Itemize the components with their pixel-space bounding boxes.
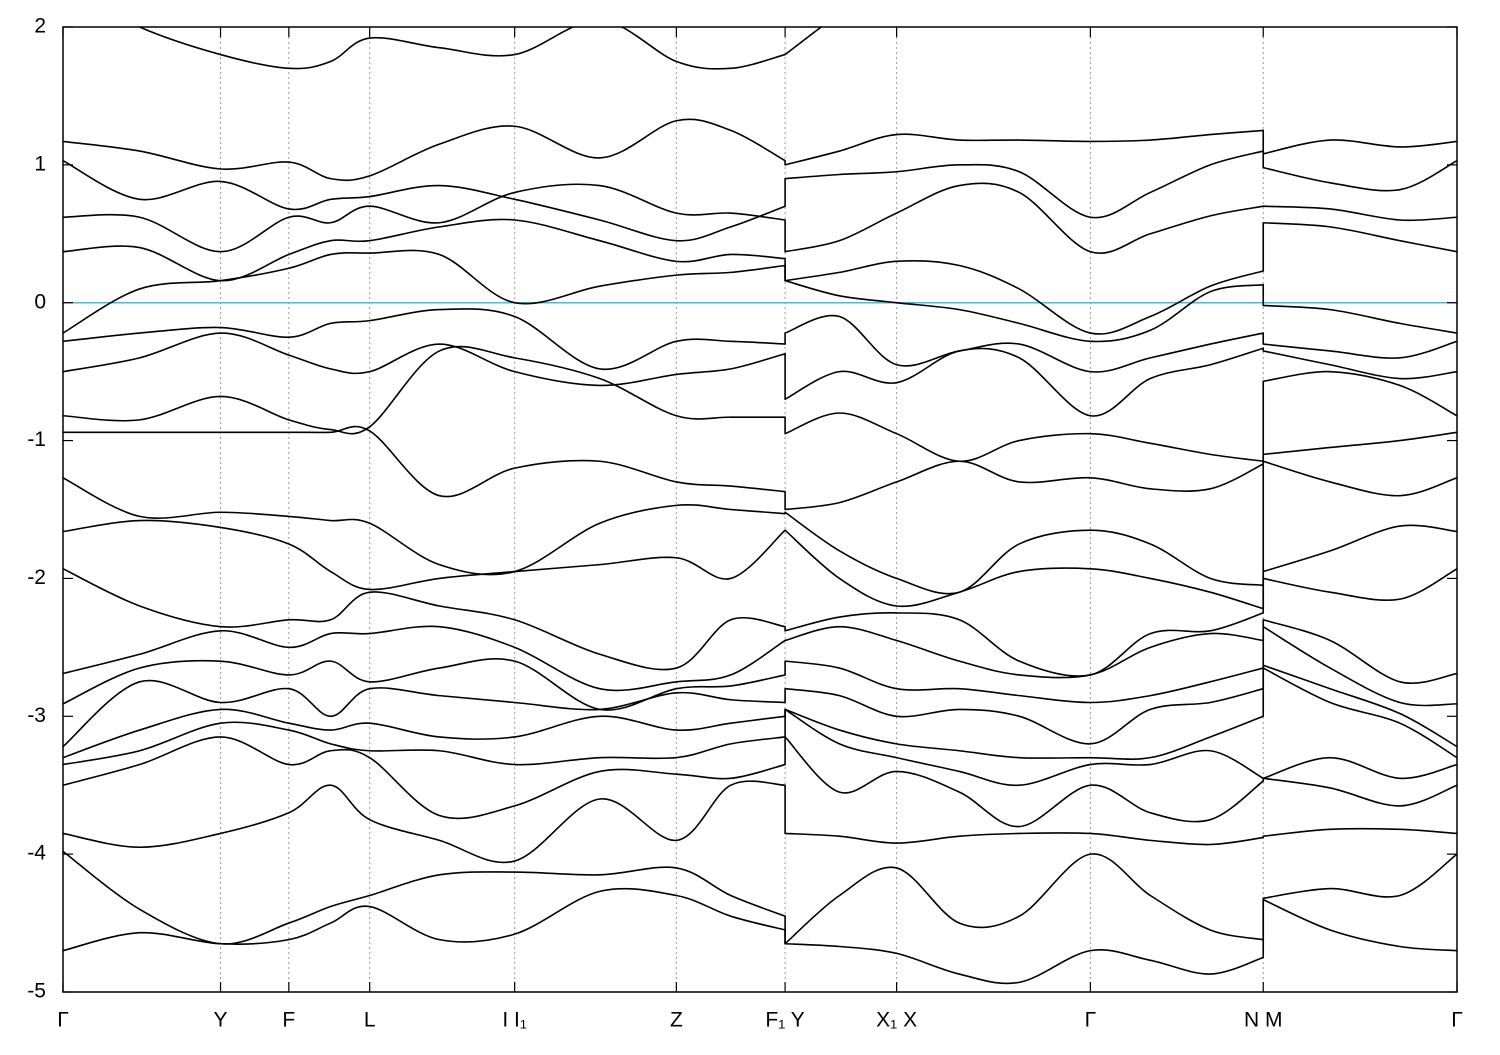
x-tick-label: Γ [1085,1009,1097,1032]
bands [63,27,1457,985]
x-tick-label: Γ [57,1009,69,1032]
band-line [137,27,823,70]
band-line [63,664,1457,748]
band-line [63,332,1457,417]
band-line [63,667,1457,760]
band-line [63,625,1457,711]
x-tick-label: F [282,1009,295,1032]
band-line [63,780,1457,864]
y-tick-label: -3 [27,704,46,727]
x-tick-label: L [364,1009,376,1032]
band-line [63,850,1457,945]
y-tick-label: 0 [34,290,46,313]
band-line [63,708,1457,787]
band-line [63,218,1457,335]
x-tick-label: I I₁ [502,1009,527,1032]
y-tick-label: 1 [34,152,46,175]
y-tick-label: 2 [34,15,46,38]
band-line [63,345,1457,463]
x-tick-label: X₁ X [876,1009,917,1032]
y-tick-label: -5 [27,980,46,1003]
band-line [63,308,1457,373]
band-line [63,519,1457,610]
band-line [63,249,1457,343]
x-tick-label: F₁ Y [765,1009,804,1032]
band-line [63,618,1457,692]
x-tick-label: N M [1244,1009,1283,1032]
axes: -5 -4 -3 -2 -1 0 1 2 Γ Y F L I I₁ Z F₁ Y X₁ X Γ N M Γ [27,15,1462,1032]
band-line [63,568,1457,677]
band-line [63,460,1457,595]
x-tick-label: Y [214,1009,228,1032]
band-line [63,118,1457,182]
grid [62,27,1458,992]
x-tick-label: Z [670,1009,683,1032]
x-tick-label: Γ [1451,1009,1463,1032]
plot-frame [62,26,1458,993]
band-line [63,425,1457,511]
y-tick-label: -1 [27,428,46,451]
band-line [63,150,1457,242]
y-tick-label: -4 [27,842,46,865]
band-line [63,182,1457,254]
y-tick-label: -2 [27,566,46,589]
band-line [63,887,1457,985]
